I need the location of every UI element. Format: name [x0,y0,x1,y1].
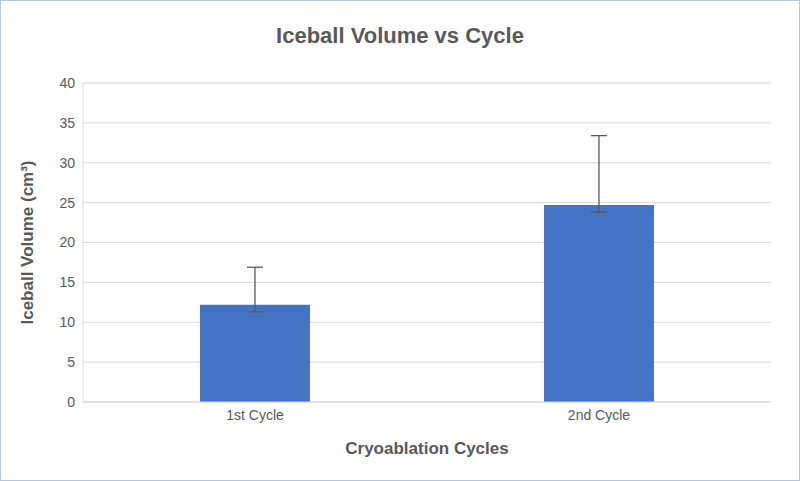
svg-text:15: 15 [59,274,75,290]
svg-text:Cryoablation Cycles: Cryoablation Cycles [345,439,508,458]
svg-text:2nd Cycle: 2nd Cycle [568,407,630,423]
svg-text:Iceball Volume (cm³): Iceball Volume (cm³) [18,160,37,324]
svg-text:0: 0 [67,394,75,410]
svg-text:25: 25 [59,195,75,211]
svg-text:35: 35 [59,115,75,131]
svg-text:30: 30 [59,155,75,171]
svg-text:10: 10 [59,314,75,330]
html-text:Iceball Volume vs Cycle: Iceball Volume vs Cycle [276,23,524,48]
svg-text:40: 40 [59,75,75,91]
svg-text:5: 5 [67,354,75,370]
svg-text:1st Cycle: 1st Cycle [226,407,284,423]
svg-text:20: 20 [59,234,75,250]
